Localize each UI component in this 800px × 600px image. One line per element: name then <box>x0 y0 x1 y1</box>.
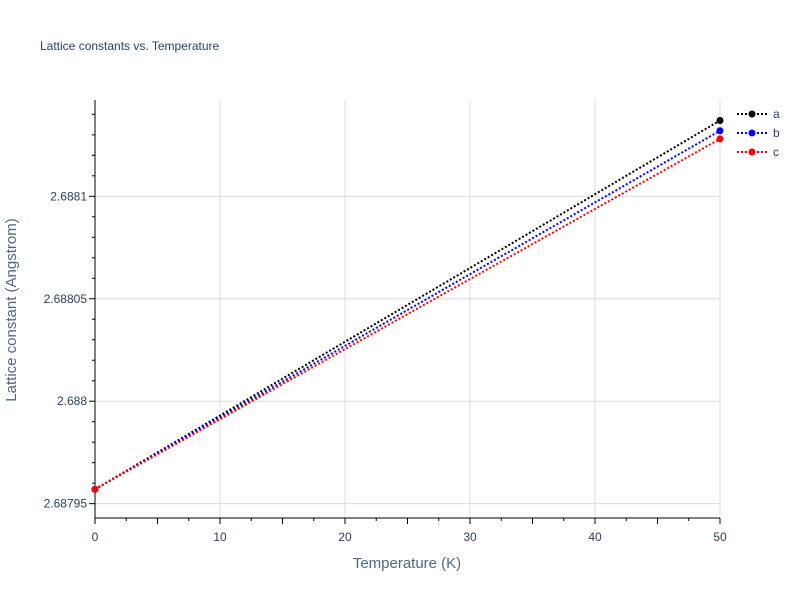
y-tick-label: 2.68795 <box>44 497 88 511</box>
series-line-c <box>94 138 721 491</box>
y-tick-label: 2.688 <box>57 394 87 408</box>
tick-marks <box>89 113 721 524</box>
legend-swatch-marker <box>748 148 756 156</box>
data-point-b[interactable] <box>716 127 724 135</box>
y-tick-label: 2.6881 <box>50 189 87 203</box>
legend[interactable]: abc <box>737 107 780 159</box>
x-tick-label: 50 <box>713 530 727 544</box>
x-tick-label: 0 <box>92 530 99 544</box>
series-line-b <box>94 129 721 491</box>
legend-label: a <box>773 107 780 121</box>
x-tick-label: 40 <box>588 530 602 544</box>
y-tick-labels: 2.68795 2.688 2.68805 2.6881 <box>44 189 88 510</box>
legend-label: c <box>773 145 779 159</box>
legend-swatch-marker <box>748 110 756 118</box>
x-tick-label: 10 <box>213 530 227 544</box>
legend-label: b <box>773 126 780 140</box>
y-tick-label: 2.68805 <box>44 292 88 306</box>
x-tick-label: 20 <box>338 530 352 544</box>
legend-item-c[interactable]: c <box>737 145 779 159</box>
data-point-a[interactable] <box>716 116 724 124</box>
data-point-c[interactable] <box>91 485 99 493</box>
chart-title: Lattice constants vs. Temperature <box>40 39 220 53</box>
legend-item-b[interactable]: b <box>737 126 780 140</box>
x-tick-labels: 0 10 20 30 40 50 <box>92 530 727 544</box>
series-line-a <box>94 119 721 491</box>
data-series <box>91 116 724 493</box>
x-axis-title: Temperature (K) <box>353 555 461 572</box>
y-axis-title: Lattice constant (Angstrom) <box>3 218 20 401</box>
legend-swatch-marker <box>748 129 756 137</box>
series-c <box>91 135 724 493</box>
x-tick-label: 30 <box>463 530 477 544</box>
legend-item-a[interactable]: a <box>737 107 780 121</box>
data-point-c[interactable] <box>716 135 724 143</box>
